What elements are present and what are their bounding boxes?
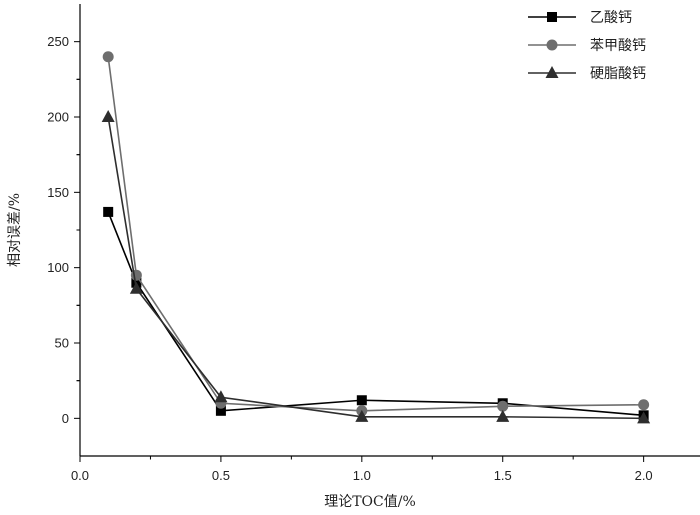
legend-marker — [547, 12, 557, 22]
legend-marker — [545, 66, 559, 78]
y-tick-label: 150 — [47, 185, 69, 200]
x-tick-label: 1.0 — [353, 468, 371, 483]
data-point — [497, 400, 509, 412]
data-point — [638, 399, 650, 411]
legend-label: 硬脂酸钙 — [590, 66, 646, 82]
data-point — [637, 411, 651, 424]
x-tick-label: 0.0 — [71, 468, 89, 483]
data-point — [356, 395, 367, 406]
legend-item-2: 苯甲酸钙 — [528, 37, 646, 54]
data-point — [496, 409, 510, 422]
y-tick-label: 50 — [55, 336, 69, 351]
x-tick-label: 1.5 — [494, 468, 512, 483]
legend-label: 苯甲酸钙 — [590, 37, 646, 54]
x-axis-title: 理论TOC值/% — [324, 494, 416, 510]
data-point — [130, 269, 142, 281]
x-tick-label: 2.0 — [635, 468, 653, 483]
y-tick-label: 0 — [62, 411, 69, 426]
series-line — [107, 211, 644, 417]
data-point — [103, 206, 114, 217]
data-point — [101, 110, 115, 122]
series-2 — [102, 51, 650, 417]
series-line — [107, 56, 644, 412]
y-axis-title: 相对误差/% — [7, 193, 23, 267]
x-tick-label: 0.5 — [212, 468, 230, 483]
series-3 — [101, 110, 651, 424]
series-1 — [103, 206, 649, 421]
y-tick-label: 200 — [47, 110, 69, 125]
legend-label: 乙酸钙 — [590, 10, 632, 26]
y-tick-label: 250 — [47, 34, 69, 49]
legend-marker — [546, 39, 558, 51]
legend-item-1: 乙酸钙 — [528, 10, 632, 26]
legend-item-3: 硬脂酸钙 — [528, 66, 646, 82]
y-tick-label: 100 — [47, 260, 69, 275]
data-point — [355, 409, 369, 422]
series-line — [107, 116, 644, 420]
data-point — [129, 281, 143, 294]
data-point — [102, 51, 114, 63]
data-point — [215, 405, 226, 416]
data-point — [214, 390, 228, 403]
